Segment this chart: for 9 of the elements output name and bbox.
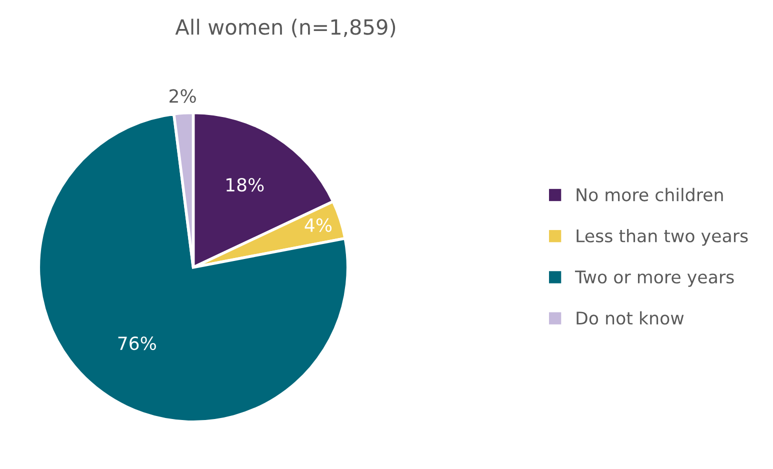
data-label: 2% [170, 89, 196, 103]
data-label: 18% [226, 178, 264, 192]
chart-title: All women (n=1,859) [175, 18, 396, 38]
legend-label: No more children [576, 188, 723, 202]
data-label: 4% [304, 218, 332, 232]
legend-label: Do not know [576, 311, 684, 325]
data-label: 76% [118, 336, 156, 350]
legend-label: Two or more years [574, 270, 734, 287]
legend-label: Less than two years [576, 228, 748, 246]
